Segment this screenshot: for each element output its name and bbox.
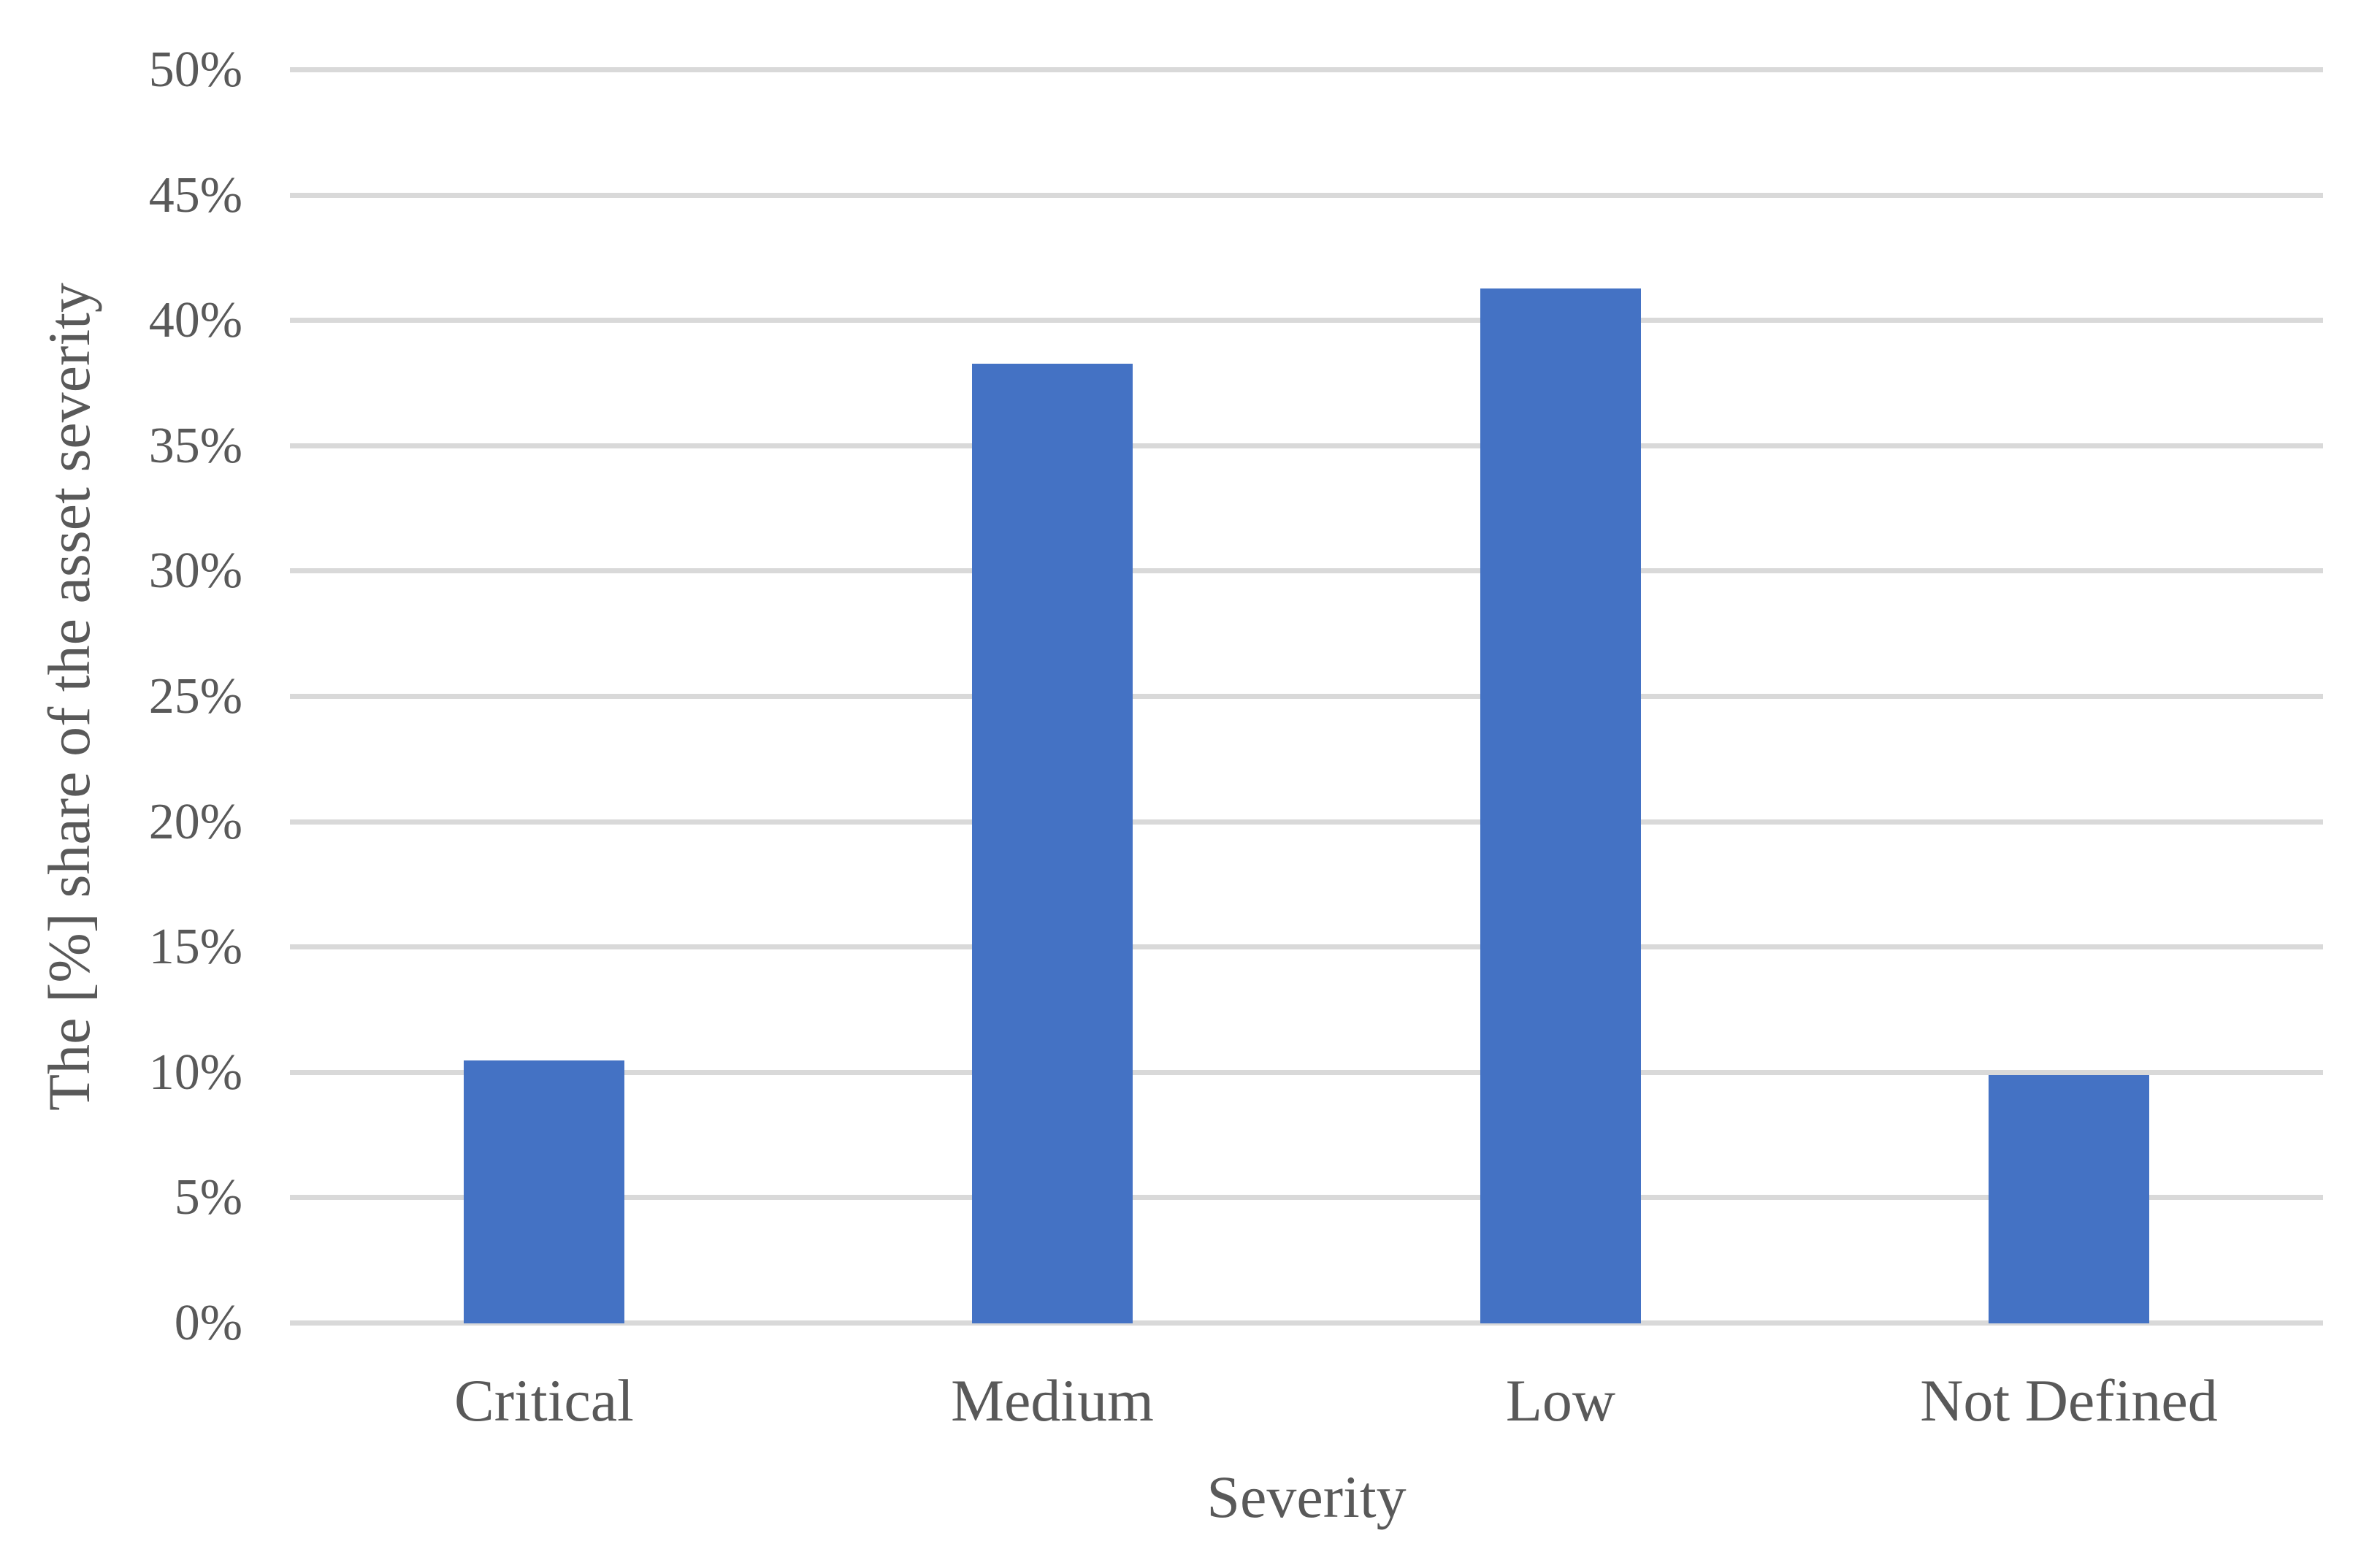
plot-area: [290, 67, 2323, 1326]
y-tick-label-25%: 25%: [148, 668, 242, 724]
x-axis-title: Severity: [1206, 1464, 1407, 1530]
y-tick-label-40%: 40%: [148, 292, 242, 349]
y-axis-tick-labels: 0% 5% 10% 15% 20% 25% 30% 35% 40% 45% 50%: [0, 42, 242, 1351]
bar-low: [1480, 288, 1641, 1323]
gridline-0%: [290, 1320, 2323, 1326]
x-category-label-critical: Critical: [454, 1367, 634, 1434]
y-tick-label-45%: 45%: [148, 167, 242, 223]
gridline-45%: [290, 192, 2323, 198]
y-tick-label-15%: 15%: [148, 919, 242, 976]
y-tick-label-35%: 35%: [148, 417, 242, 474]
gridline-35%: [290, 443, 2323, 448]
bar-not-defined: [1989, 1075, 2149, 1323]
x-category-label-low: Low: [1505, 1367, 1616, 1434]
gridline-10%: [290, 1069, 2323, 1075]
y-tick-label-10%: 10%: [148, 1044, 242, 1101]
bar-critical: [464, 1060, 624, 1323]
y-tick-label-0%: 0%: [174, 1295, 242, 1351]
gridline-20%: [290, 819, 2323, 825]
gridline-5%: [290, 1195, 2323, 1201]
y-tick-label-50%: 50%: [148, 42, 242, 98]
y-tick-label-20%: 20%: [148, 793, 242, 850]
x-category-label-medium: Medium: [951, 1367, 1154, 1434]
y-tick-label-5%: 5%: [174, 1169, 242, 1226]
gridline-15%: [290, 944, 2323, 950]
x-category-label-not-defined: Not Defined: [1920, 1367, 2218, 1434]
bar-medium: [972, 363, 1133, 1323]
y-tick-label-30%: 30%: [148, 543, 242, 600]
gridline-30%: [290, 568, 2323, 574]
x-axis-category-labels: Critical Medium Low Not Defined: [290, 1364, 2323, 1445]
gridline-40%: [290, 318, 2323, 324]
gridline-50%: [290, 67, 2323, 72]
gridline-25%: [290, 694, 2323, 699]
